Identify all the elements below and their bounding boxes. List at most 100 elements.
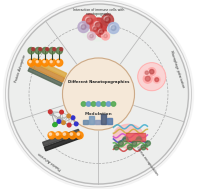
Circle shape bbox=[148, 68, 156, 76]
Circle shape bbox=[67, 123, 71, 127]
Circle shape bbox=[94, 22, 100, 27]
Circle shape bbox=[49, 59, 56, 66]
Circle shape bbox=[74, 122, 78, 126]
Circle shape bbox=[153, 76, 160, 83]
Circle shape bbox=[91, 102, 96, 106]
Circle shape bbox=[97, 27, 107, 37]
Circle shape bbox=[81, 24, 84, 28]
Circle shape bbox=[104, 17, 108, 21]
Circle shape bbox=[93, 27, 98, 31]
Circle shape bbox=[90, 24, 100, 34]
Circle shape bbox=[60, 110, 63, 114]
Circle shape bbox=[57, 61, 59, 63]
Circle shape bbox=[145, 141, 151, 146]
Circle shape bbox=[86, 102, 91, 106]
Circle shape bbox=[81, 25, 86, 29]
Circle shape bbox=[93, 26, 96, 30]
Circle shape bbox=[62, 132, 69, 139]
Circle shape bbox=[89, 34, 92, 37]
Circle shape bbox=[62, 121, 65, 124]
Circle shape bbox=[36, 61, 38, 63]
Bar bbox=[107, 118, 112, 124]
Circle shape bbox=[111, 102, 116, 106]
Circle shape bbox=[123, 137, 128, 142]
Circle shape bbox=[29, 61, 31, 63]
Circle shape bbox=[8, 4, 189, 184]
Polygon shape bbox=[30, 62, 65, 82]
Text: Different Nanotopographies: Different Nanotopographies bbox=[68, 80, 129, 84]
Circle shape bbox=[81, 102, 86, 106]
Circle shape bbox=[83, 14, 97, 28]
Circle shape bbox=[55, 132, 62, 139]
Circle shape bbox=[63, 133, 66, 135]
Text: Macrophage polarization: Macrophage polarization bbox=[168, 49, 184, 88]
Circle shape bbox=[106, 102, 111, 106]
Ellipse shape bbox=[81, 13, 116, 41]
Circle shape bbox=[86, 18, 93, 24]
Text: Platelet Adhesion: Platelet Adhesion bbox=[38, 150, 63, 170]
Bar bbox=[101, 114, 106, 124]
Circle shape bbox=[56, 133, 59, 135]
Circle shape bbox=[53, 123, 56, 127]
Circle shape bbox=[39, 48, 42, 51]
Circle shape bbox=[48, 110, 52, 114]
Circle shape bbox=[138, 63, 166, 91]
Circle shape bbox=[101, 102, 106, 106]
Circle shape bbox=[132, 141, 137, 146]
Circle shape bbox=[67, 114, 71, 118]
Circle shape bbox=[48, 132, 55, 139]
Text: Modulation: Modulation bbox=[85, 112, 112, 116]
Circle shape bbox=[50, 61, 52, 63]
Circle shape bbox=[42, 47, 48, 54]
Circle shape bbox=[28, 59, 35, 66]
Circle shape bbox=[103, 34, 106, 37]
Circle shape bbox=[71, 116, 75, 119]
Circle shape bbox=[118, 141, 123, 146]
Circle shape bbox=[144, 70, 150, 76]
Circle shape bbox=[46, 48, 49, 51]
Polygon shape bbox=[43, 129, 80, 146]
Polygon shape bbox=[28, 68, 62, 86]
Circle shape bbox=[58, 117, 61, 121]
Circle shape bbox=[86, 17, 91, 22]
Circle shape bbox=[145, 76, 150, 81]
Circle shape bbox=[50, 112, 53, 115]
Circle shape bbox=[114, 145, 119, 150]
Circle shape bbox=[4, 0, 193, 189]
Circle shape bbox=[101, 14, 113, 26]
Circle shape bbox=[145, 71, 148, 74]
Circle shape bbox=[111, 26, 116, 30]
Circle shape bbox=[60, 48, 63, 51]
Circle shape bbox=[87, 32, 96, 40]
Text: Fibrous encapsulation: Fibrous encapsulation bbox=[135, 145, 159, 176]
Circle shape bbox=[35, 59, 42, 66]
Circle shape bbox=[43, 61, 45, 63]
Circle shape bbox=[77, 133, 80, 135]
Circle shape bbox=[49, 133, 52, 135]
Circle shape bbox=[62, 58, 135, 130]
Circle shape bbox=[136, 137, 141, 142]
Circle shape bbox=[150, 70, 154, 74]
Circle shape bbox=[32, 48, 35, 51]
Circle shape bbox=[78, 22, 89, 33]
Ellipse shape bbox=[113, 124, 143, 148]
Polygon shape bbox=[32, 58, 67, 77]
Circle shape bbox=[111, 25, 114, 29]
Text: Protein Adsorption: Protein Adsorption bbox=[14, 54, 27, 83]
Circle shape bbox=[99, 30, 104, 34]
Circle shape bbox=[90, 34, 93, 38]
Circle shape bbox=[96, 102, 101, 106]
Circle shape bbox=[143, 74, 152, 83]
Bar bbox=[83, 120, 88, 124]
Circle shape bbox=[104, 34, 107, 38]
Text: nanotopography: nanotopography bbox=[85, 12, 112, 16]
Circle shape bbox=[90, 18, 107, 34]
Circle shape bbox=[95, 22, 102, 30]
Polygon shape bbox=[44, 134, 81, 151]
Circle shape bbox=[57, 120, 61, 123]
Circle shape bbox=[108, 22, 119, 33]
Circle shape bbox=[49, 47, 55, 54]
Circle shape bbox=[105, 17, 110, 23]
Circle shape bbox=[155, 78, 159, 82]
Circle shape bbox=[99, 29, 102, 33]
